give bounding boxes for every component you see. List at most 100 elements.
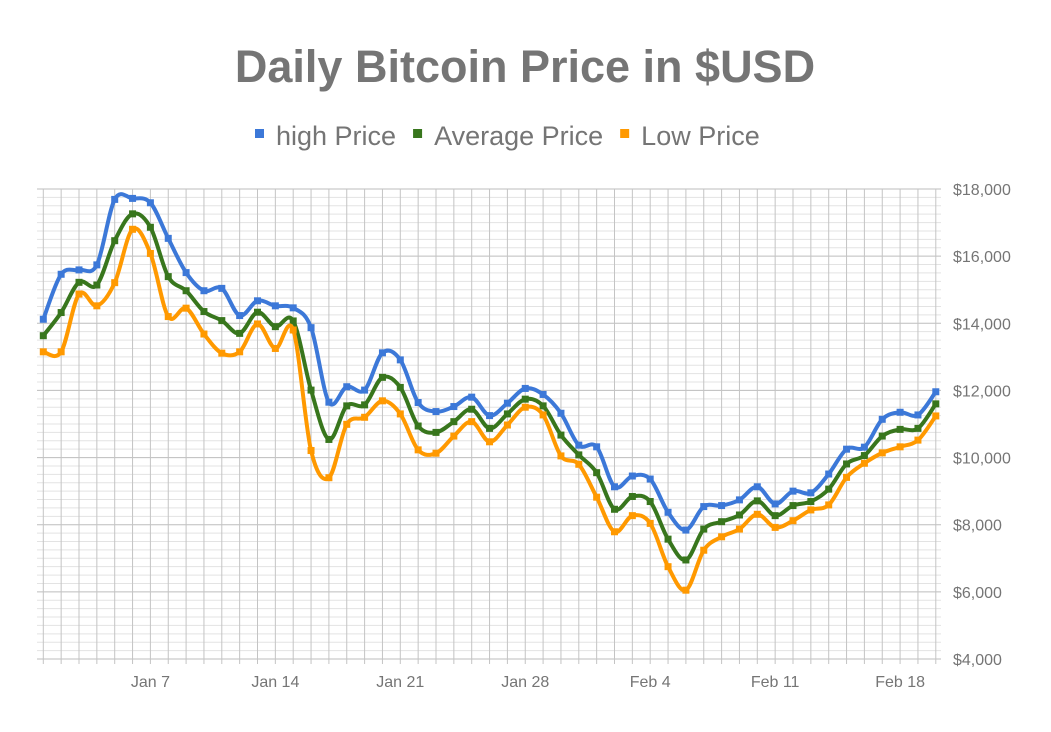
- data-point: [611, 528, 618, 536]
- data-point: [200, 287, 208, 295]
- data-point: [718, 502, 726, 510]
- data-point: [271, 323, 279, 331]
- data-point: [343, 420, 351, 428]
- data-point: [878, 432, 886, 440]
- data-point: [111, 237, 119, 245]
- data-point: [932, 400, 940, 408]
- data-point: [93, 302, 101, 310]
- y-tick-label: $10,000: [953, 451, 1011, 468]
- data-point: [575, 451, 583, 459]
- data-point: [39, 315, 47, 323]
- data-point: [307, 447, 315, 455]
- data-point: [539, 402, 547, 410]
- data-point: [75, 278, 83, 286]
- y-tick-label: $16,000: [953, 249, 1011, 266]
- data-point: [825, 470, 833, 478]
- data-point: [825, 485, 833, 493]
- data-point: [735, 496, 743, 504]
- data-point: [111, 195, 119, 203]
- legend: high Price Average Price Low Price: [255, 121, 760, 151]
- data-point: [932, 412, 940, 420]
- data-point: [843, 460, 851, 468]
- data-point: [432, 428, 440, 436]
- data-point: [718, 533, 726, 541]
- data-point: [396, 356, 404, 364]
- data-point: [914, 424, 922, 432]
- data-point: [521, 384, 529, 392]
- data-point: [271, 344, 279, 352]
- data-point: [289, 326, 297, 334]
- data-point: [664, 563, 672, 571]
- data-point: [896, 443, 904, 451]
- data-point: [807, 506, 815, 514]
- y-tick-label: $12,000: [953, 383, 1011, 400]
- x-tick-label: Feb 11: [751, 674, 800, 691]
- data-point: [200, 308, 208, 316]
- data-point: [396, 383, 404, 391]
- data-point: [843, 445, 851, 453]
- data-point: [378, 373, 386, 381]
- data-point: [771, 512, 779, 520]
- x-tick-label: Jan 7: [131, 674, 170, 691]
- data-point: [75, 266, 83, 274]
- data-point: [378, 349, 386, 357]
- data-point: [146, 223, 154, 231]
- data-point: [343, 402, 351, 410]
- data-point: [789, 502, 797, 510]
- data-point: [735, 511, 743, 519]
- data-point: [628, 472, 636, 480]
- data-point: [414, 399, 422, 407]
- data-point: [735, 525, 743, 533]
- data-point: [39, 348, 47, 356]
- legend-label: Average Price: [434, 121, 603, 151]
- data-point: [521, 403, 529, 411]
- data-point: [896, 408, 904, 416]
- data-point: [753, 510, 761, 518]
- data-point: [628, 493, 636, 501]
- data-point: [164, 273, 172, 281]
- data-point: [664, 508, 672, 516]
- data-point: [271, 302, 279, 310]
- data-point: [753, 497, 761, 505]
- data-point: [503, 421, 511, 429]
- x-tick-label: Feb 4: [630, 674, 671, 691]
- data-point: [396, 410, 404, 418]
- data-point: [593, 469, 601, 477]
- chart-title: Daily Bitcoin Price in $USD: [235, 41, 815, 92]
- series-high-price: [39, 192, 940, 534]
- data-point: [575, 460, 583, 468]
- data-point: [593, 443, 601, 451]
- data-point: [557, 409, 565, 417]
- data-point: [307, 324, 315, 332]
- data-point: [129, 225, 137, 233]
- data-point: [57, 309, 65, 317]
- x-tick-label: Feb 18: [875, 674, 925, 691]
- data-point: [236, 329, 244, 337]
- data-point: [557, 431, 565, 439]
- data-point: [860, 443, 868, 451]
- series-average-price: [39, 210, 940, 564]
- x-tick-label: Jan 21: [376, 674, 424, 691]
- data-point: [432, 449, 440, 457]
- data-point: [200, 330, 208, 338]
- data-point: [896, 425, 904, 433]
- data-point: [450, 432, 458, 440]
- data-point: [414, 446, 422, 454]
- data-point: [575, 441, 583, 449]
- data-point: [325, 435, 333, 443]
- data-point: [628, 512, 636, 520]
- data-point: [914, 411, 922, 419]
- data-point: [503, 399, 511, 407]
- data-point: [486, 412, 494, 420]
- data-point: [182, 304, 190, 312]
- data-point: [789, 487, 797, 495]
- data-point: [539, 390, 547, 398]
- x-tick-label: Jan 28: [501, 674, 549, 691]
- data-point: [843, 473, 851, 481]
- data-point: [57, 348, 65, 356]
- data-point: [771, 500, 779, 508]
- data-point: [700, 503, 708, 511]
- data-point: [593, 493, 601, 501]
- data-point: [93, 261, 101, 269]
